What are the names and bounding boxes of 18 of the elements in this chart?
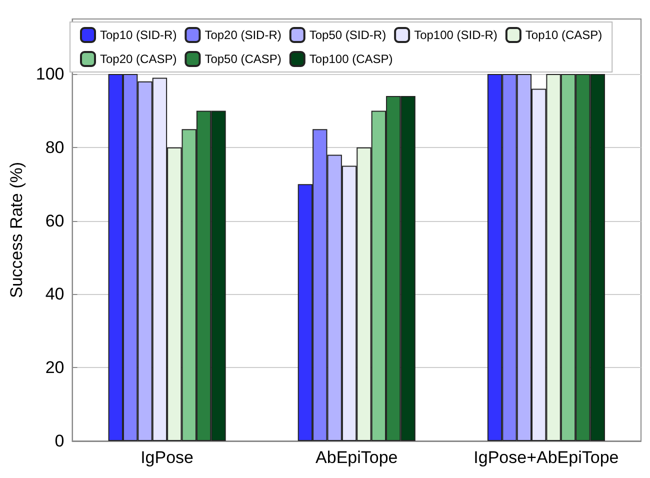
legend-label: Top20 (CASP) bbox=[100, 52, 177, 66]
y-tick-label: 100 bbox=[36, 64, 64, 84]
x-tick-label: AbEpiTope bbox=[316, 448, 398, 467]
y-tick-label: 40 bbox=[45, 284, 64, 304]
x-tick-label: IgPose+AbEpiTope bbox=[474, 448, 619, 467]
y-tick-label: 20 bbox=[45, 358, 64, 378]
x-tick-label: IgPose bbox=[140, 448, 194, 467]
legend-label: Top50 (CASP) bbox=[204, 52, 282, 66]
legend-label: Top100 (SID-R) bbox=[414, 28, 498, 42]
y-tick-label: 0 bbox=[54, 432, 64, 450]
legend-label: Top10 (SID-R) bbox=[100, 28, 177, 42]
legend-label: Top10 (CASP) bbox=[525, 28, 602, 42]
y-tick-label: 60 bbox=[45, 211, 64, 230]
legend-label: Top100 (CASP) bbox=[309, 52, 393, 66]
y-tick-label: 80 bbox=[45, 138, 64, 157]
y-axis-title: Success Rate (%) bbox=[7, 162, 26, 298]
legend-label: Top20 (SID-R) bbox=[204, 28, 282, 42]
legend-label: Top50 (SID-R) bbox=[309, 28, 386, 42]
